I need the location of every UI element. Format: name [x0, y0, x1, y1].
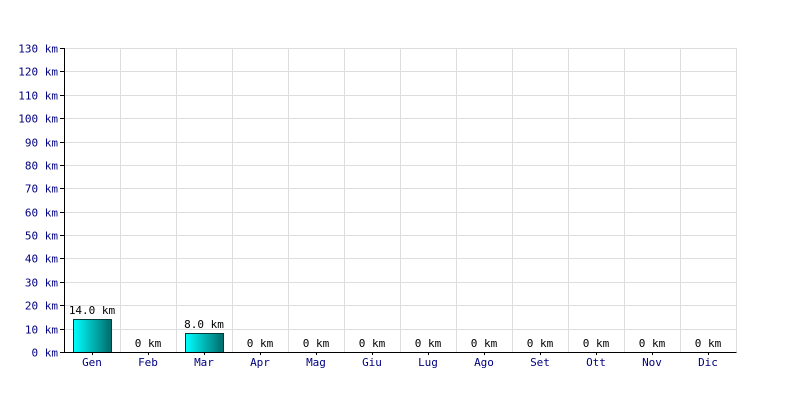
- data-label-dic: 0 km: [695, 337, 722, 350]
- x-tick-label-set: Set: [530, 356, 550, 369]
- data-label-ago: 0 km: [471, 337, 498, 350]
- y-tick-label: 130 km: [18, 43, 58, 56]
- data-label-set: 0 km: [527, 337, 554, 350]
- y-tick-label: 30 km: [25, 277, 58, 290]
- y-tick-label: 100 km: [18, 113, 58, 126]
- y-tick-label: 80 km: [25, 160, 58, 173]
- data-label-mar: 8.0 km: [184, 318, 224, 331]
- x-tick-label-apr: Apr: [250, 356, 270, 369]
- y-tick-label: 70 km: [25, 183, 58, 196]
- x-tick-label-lug: Lug: [418, 356, 438, 369]
- x-tick-label-dic: Dic: [698, 356, 718, 369]
- data-label-ott: 0 km: [583, 337, 610, 350]
- data-label-gen: 14.0 km: [69, 304, 116, 317]
- x-tick-label-mag: Mag: [306, 356, 326, 369]
- data-label-giu: 0 km: [359, 337, 386, 350]
- y-tick-label: 10 km: [25, 324, 58, 337]
- y-tick-label: 40 km: [25, 253, 58, 266]
- data-label-feb: 0 km: [135, 337, 162, 350]
- x-tick-label-ott: Ott: [586, 356, 606, 369]
- y-tick-label: 120 km: [18, 66, 58, 79]
- grid: [64, 48, 737, 352]
- x-tick-label-ago: Ago: [474, 356, 494, 369]
- x-tick-label-nov: Nov: [642, 356, 662, 369]
- y-tick-label: 110 km: [18, 90, 58, 103]
- y-tick-label: 20 km: [25, 300, 58, 313]
- x-tick-label-gen: Gen: [82, 356, 102, 369]
- y-tick-label: 60 km: [25, 207, 58, 220]
- data-label-apr: 0 km: [247, 337, 274, 350]
- axes: [60, 48, 737, 355]
- data-label-nov: 0 km: [639, 337, 666, 350]
- x-tick-label-mar: Mar: [194, 356, 214, 369]
- y-tick-label: 90 km: [25, 137, 58, 150]
- x-tick-label-giu: Giu: [362, 356, 382, 369]
- y-tick-label: 0 km: [32, 347, 59, 360]
- labels: 14.0 km Gen 0 km Feb 8.0 km Mar 0 km Apr 0 km Mag…: [18, 43, 721, 370]
- data-label-mag: 0 km: [303, 337, 330, 350]
- bars: [73, 319, 224, 353]
- bar-mar: [185, 333, 224, 353]
- y-tick-label: 50 km: [25, 230, 58, 243]
- x-tick-label-feb: Feb: [138, 356, 158, 369]
- data-label-lug: 0 km: [415, 337, 442, 350]
- bar-gen: [73, 319, 112, 353]
